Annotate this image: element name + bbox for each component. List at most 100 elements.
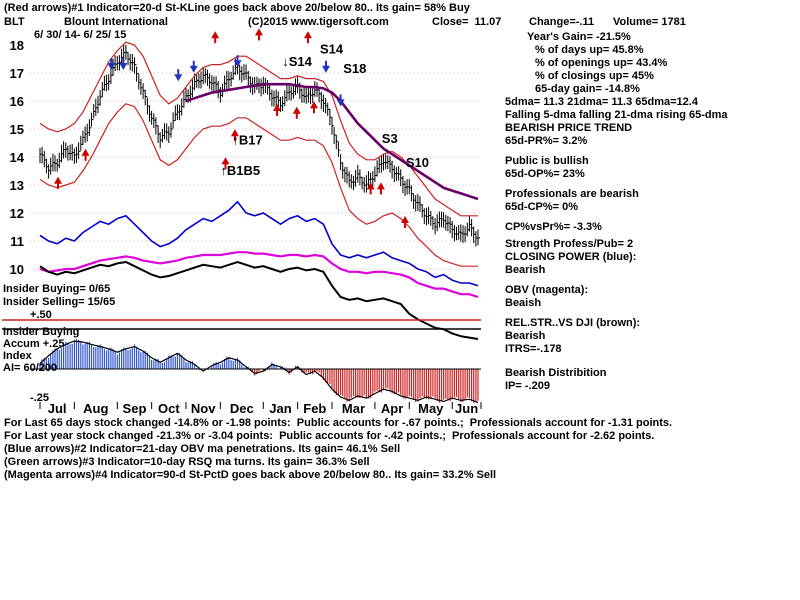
price-axis-labels: 18 17 16 15 14 13 12 11 10: [10, 38, 25, 277]
panel-line: REL.STR..VS DJI (brown):: [505, 317, 641, 329]
close-value: Close= 11.07: [432, 16, 502, 28]
month-tick-label: Jan: [269, 401, 291, 416]
panel-line: Bearish Distribition: [505, 367, 607, 379]
accum-index-histogram: [30, 339, 481, 404]
blue-down-arrow-icon: [174, 69, 183, 82]
signal-annotation: S10: [406, 155, 429, 170]
company-name: Blount International: [64, 16, 168, 28]
accum-index-label-2: Accum +.25: [3, 338, 65, 350]
accum-envelope-line: [39, 340, 479, 404]
panel-line: Beaish: [505, 297, 542, 309]
red-up-arrow-icon: [211, 31, 220, 44]
panel-line: % of days up= 45.8%: [535, 44, 644, 56]
red-up-arrow-icon: [292, 106, 301, 119]
relative-strength-line: [39, 260, 479, 340]
volume-value: Volume= 1781: [613, 16, 686, 28]
signal-annotation: ↑B1B5: [220, 163, 260, 178]
panel-line: Public is bullish: [505, 155, 589, 167]
red-up-arrow-icon: [255, 28, 263, 41]
footer-year-summary: For Last year stock changed -21.3% or -3…: [4, 430, 655, 442]
panel-line: 65-day gain= -14.8%: [535, 83, 640, 95]
accum-index-label-1: Insider Buying: [3, 326, 80, 338]
plus-50-level-label: +.50: [30, 309, 52, 321]
insider-selling-count: Insider Selling= 15/65: [3, 296, 116, 308]
month-tick-label: Feb: [303, 401, 326, 416]
month-tick-label: May: [418, 401, 444, 416]
red-up-arrow-icon: [54, 176, 63, 189]
price-tick-label: 12: [10, 206, 24, 221]
date-range: 6/ 30/ 14- 6/ 25/ 15: [34, 29, 127, 41]
red-up-arrow-icon: [221, 157, 230, 170]
blue-down-arrow-icon: [336, 94, 345, 107]
panel-line: Strength Profess/Pub= 2: [505, 238, 634, 250]
month-tick-label: Dec: [230, 401, 254, 416]
indicator-4-legend: (Magenta arrows)#4 Indicator=90-d St-Pct…: [4, 469, 497, 481]
red-up-arrow-icon: [376, 182, 385, 195]
indicator-3-legend: (Green arrows)#3 Indicator=10-day RSQ ma…: [4, 456, 370, 468]
signal-annotation: S3: [382, 131, 398, 146]
minus-25-level-label: -.25: [30, 392, 49, 404]
change-value: Change=-.11: [529, 16, 595, 28]
panel-line: BEARISH PRICE TREND: [505, 122, 633, 134]
month-tick-label: Jun: [455, 401, 478, 416]
price-tick-label: 13: [10, 178, 24, 193]
signal-annotation: S14: [320, 41, 344, 56]
panel-line: 5dma= 11.3 21dma= 11.3 65dma=12.4: [505, 96, 698, 108]
price-tick-label: 18: [10, 38, 24, 53]
panel-line: Bearish: [505, 330, 546, 342]
month-tick-label: Nov: [191, 401, 216, 416]
ai-ratio-label: AI= 60/200: [3, 362, 58, 374]
price-tick-label: 16: [10, 94, 24, 109]
panel-line: % of closings up= 45%: [535, 70, 654, 82]
month-tick-label: Apr: [381, 401, 403, 416]
red-up-arrow-icon: [273, 104, 282, 116]
red-up-arrow-icon: [230, 129, 239, 142]
red-up-arrow-icon: [401, 216, 409, 228]
blue-down-arrow-icon: [233, 55, 242, 68]
stock-symbol: BLT: [4, 16, 25, 28]
blue-down-arrow-icon: [189, 60, 198, 73]
month-tick-label: Aug: [83, 401, 108, 416]
signal-arrows: [54, 28, 409, 228]
price-tick-label: 10: [10, 262, 24, 277]
ma-65day-line: [185, 82, 479, 201]
reference-lines: [2, 319, 481, 330]
obv-line: [39, 251, 479, 299]
month-axis: Jul Aug Sep Oct Nov Dec Jan Feb Mar Apr May Jun: [39, 401, 482, 416]
panel-line: CP%vsPr%= -3.3%: [505, 221, 602, 233]
price-tick-label: 15: [10, 122, 24, 137]
red-up-arrow-icon: [81, 148, 90, 161]
panel-line: Professionals are bearish: [505, 188, 639, 200]
panel-line: 65d-CP%= 0%: [505, 201, 579, 213]
signal-annotations: ↓S14 S14 S18 ↑B17 ↑B1B5 S3 S10: [220, 41, 429, 178]
blue-down-arrow-icon: [119, 58, 128, 70]
month-tick-label: Mar: [342, 401, 365, 416]
panel-line: Bearish: [505, 264, 546, 276]
signal-annotation: S18: [343, 61, 366, 76]
panel-line: CLOSING POWER (blue):: [505, 251, 637, 263]
signal-annotation: ↓S14: [282, 54, 312, 69]
signal-annotation: ↑B17: [232, 132, 262, 147]
red-up-arrow-icon: [303, 31, 312, 44]
copyright-text: (C)2015 www.tigersoft.com: [248, 16, 389, 28]
panel-line: IP= -.209: [505, 380, 550, 392]
panel-line: 65d-PR%= 3.2%: [505, 135, 588, 147]
red-up-arrow-icon: [366, 182, 375, 195]
panel-line: Year's Gain= -21.5%: [527, 31, 631, 43]
closing-power-line: [39, 200, 479, 287]
price-tick-label: 14: [10, 150, 25, 165]
panel-line: OBV (magenta):: [505, 284, 589, 296]
panel-line: ITRS=-.178: [505, 343, 562, 355]
indicator-1-legend: (Red arrows)#1 Indicator=20-d St-KLine g…: [4, 2, 470, 14]
red-up-arrow-icon: [309, 101, 318, 114]
month-tick-label: Jul: [48, 401, 67, 416]
statistics-panel: Year's Gain= -21.5%% of days up= 45.8% % …: [505, 31, 728, 393]
blue-down-arrow-icon: [321, 60, 330, 73]
indicator-2-legend: (Blue arrows)#2 Indicator=21-day OBV ma …: [4, 443, 401, 455]
month-tick-label: Oct: [158, 401, 180, 416]
price-tick-label: 17: [10, 66, 24, 81]
month-tick-label: Sep: [123, 401, 147, 416]
panel-line: 65d-OP%= 23%: [505, 168, 585, 180]
